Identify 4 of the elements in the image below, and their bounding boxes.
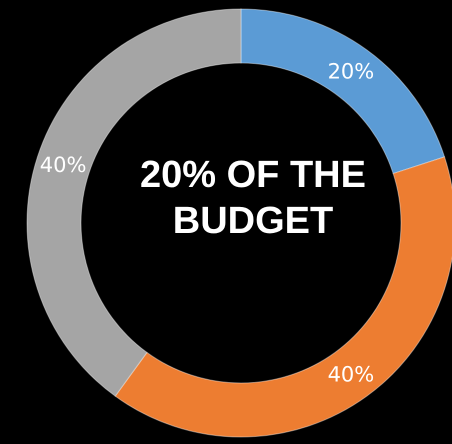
- data-label: 40%: [328, 362, 374, 386]
- text: 20% OF THE BUDGET: [140, 154, 366, 242]
- data-label: 20%: [328, 60, 374, 84]
- data-label: 40%: [40, 153, 86, 178]
